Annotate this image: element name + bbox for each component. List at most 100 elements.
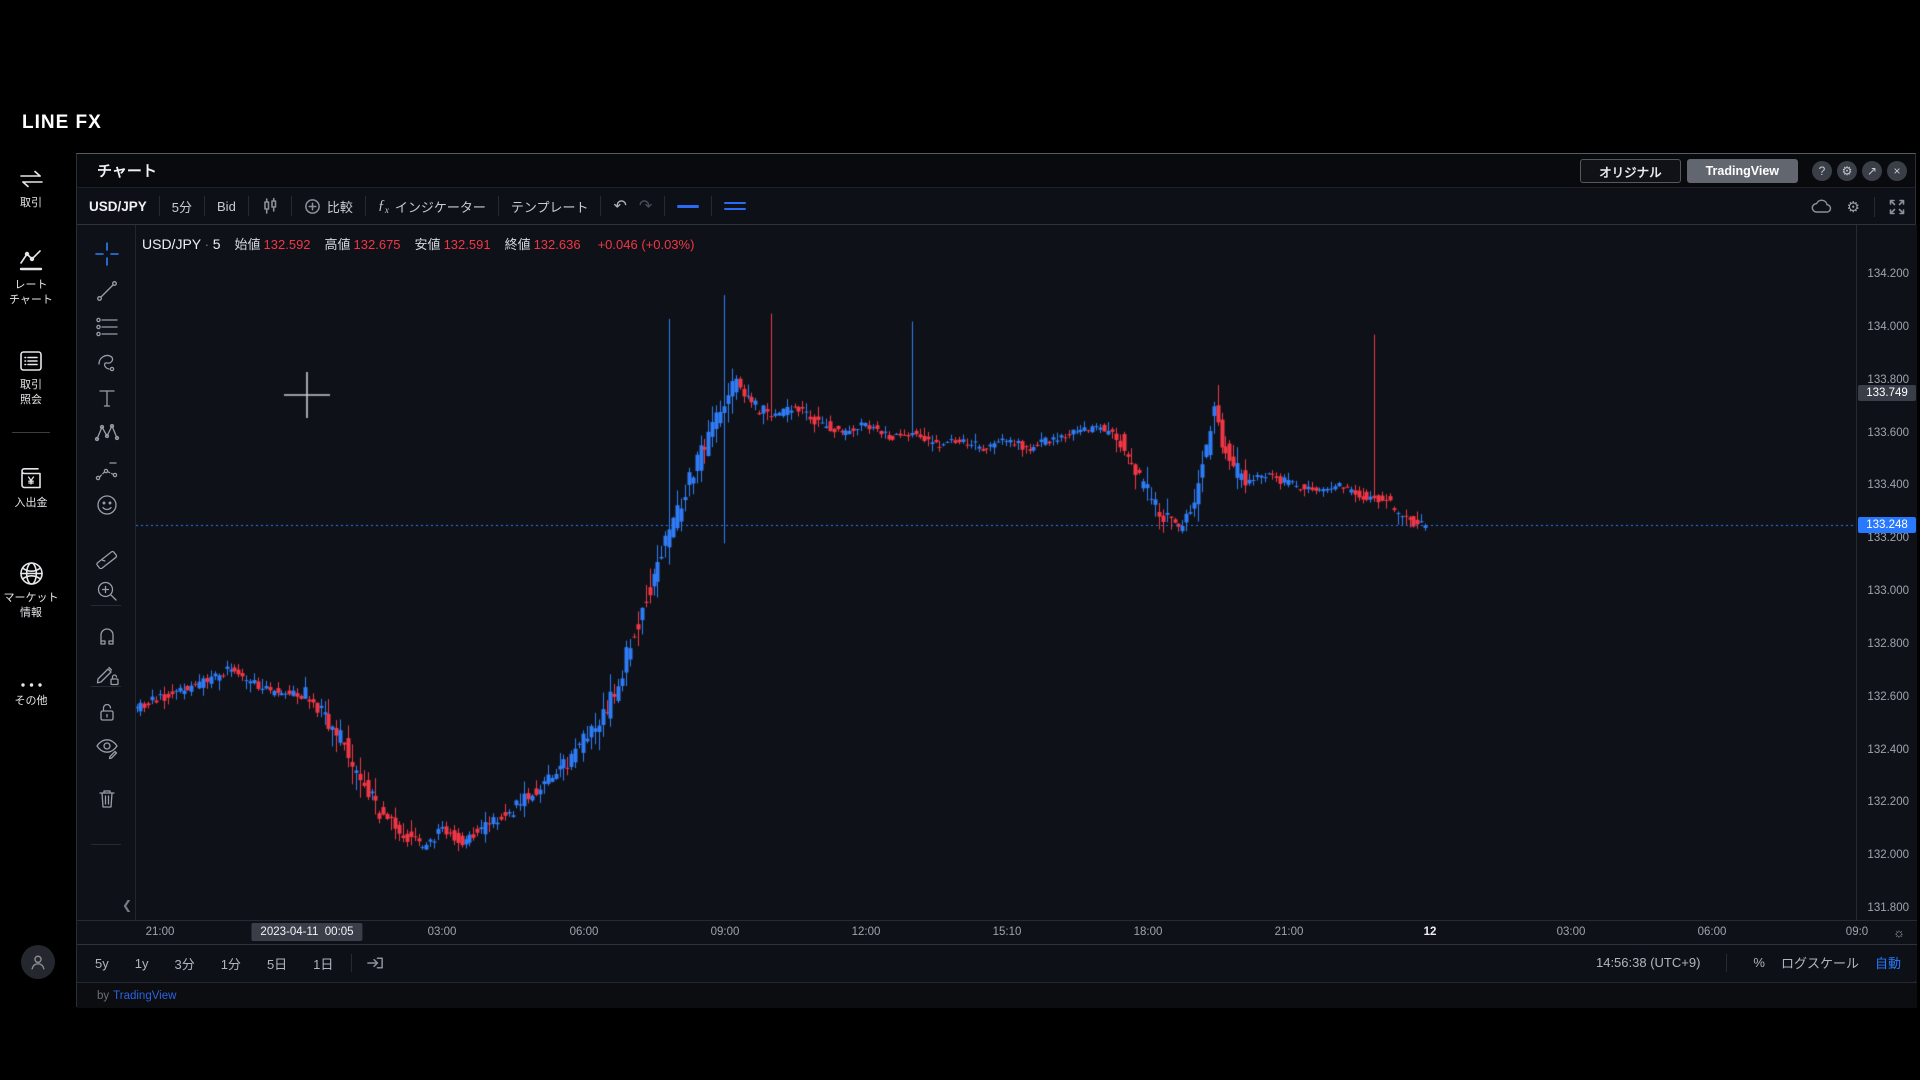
text-tool-icon[interactable]	[92, 383, 122, 413]
chart-settings-icon[interactable]: ⚙	[1847, 198, 1860, 216]
range-button-5y[interactable]: 5y	[87, 953, 117, 974]
candle-style-button[interactable]	[249, 188, 291, 224]
templates-button[interactable]: テンプレート	[499, 188, 601, 224]
redo-button[interactable]: ↷	[639, 188, 664, 224]
cloud-icon[interactable]	[1811, 199, 1833, 215]
price-tick-label: 131.800	[1867, 902, 1909, 914]
legend-low: 安値132.591	[415, 234, 491, 253]
fullscreen-icon[interactable]	[1889, 199, 1905, 215]
price-tick-label: 132.200	[1867, 796, 1909, 808]
ruler-tool-icon[interactable]	[92, 541, 122, 571]
undo-button[interactable]: ↶	[601, 188, 638, 224]
ellipsis-icon	[18, 680, 45, 690]
time-tick-label: 09:00	[711, 926, 740, 938]
sidebar-item-label: 取引	[0, 378, 62, 393]
price-tick-label: 133.200	[1867, 532, 1909, 544]
fx-icon: ƒx	[378, 198, 389, 215]
auto-scale-button[interactable]: 自動	[1875, 953, 1901, 972]
panel-title: チャート	[97, 160, 157, 181]
candlestick-canvas[interactable]	[136, 225, 1856, 920]
price-axis[interactable]: 134.200134.000133.800133.600133.400133.2…	[1856, 225, 1917, 920]
forecast-tool-icon[interactable]	[92, 456, 122, 486]
draw-lock-tool-icon[interactable]	[92, 659, 122, 689]
toolbar-separator	[91, 844, 121, 845]
user-avatar[interactable]	[21, 945, 55, 979]
price-tick-label: 133.000	[1867, 585, 1909, 597]
sidebar-item-others[interactable]: その他	[0, 680, 62, 709]
interval-button[interactable]: 5分	[160, 188, 204, 224]
time-tick-label: 18:00	[1134, 926, 1163, 938]
sidebar-item-label: 情報	[0, 606, 62, 621]
trend-line-tool-icon[interactable]	[92, 276, 122, 306]
double-line-icon	[724, 202, 746, 210]
percent-scale-button[interactable]: %	[1753, 955, 1765, 970]
zoom-in-tool-icon[interactable]	[92, 576, 122, 606]
parallel-lines-shortcut[interactable]	[712, 188, 758, 224]
crosshair-tool-icon[interactable]	[92, 239, 122, 269]
person-icon	[29, 953, 47, 971]
compare-button[interactable]: 比較	[292, 188, 365, 224]
popout-icon[interactable]: ↗	[1862, 161, 1882, 181]
time-tick-label: 06:00	[570, 926, 599, 938]
globe-icon	[18, 560, 45, 587]
legend-high: 高値132.675	[325, 234, 401, 253]
go-to-date-icon[interactable]	[366, 955, 385, 971]
crosshair-date-badge: 2023-04-11 00:05	[251, 923, 362, 941]
range-button-5日[interactable]: 5日	[259, 951, 295, 976]
time-tick-label: 03:00	[1557, 926, 1586, 938]
sidebar-item-deposit[interactable]: 入出金	[0, 466, 62, 511]
price-tick-label: 134.000	[1867, 321, 1909, 333]
original-view-button[interactable]: オリジナル	[1580, 159, 1681, 183]
range-button-1分[interactable]: 1分	[213, 951, 249, 976]
range-button-1y[interactable]: 1y	[127, 953, 157, 974]
close-icon[interactable]: ×	[1887, 161, 1907, 181]
price-type-button[interactable]: Bid	[205, 188, 248, 224]
collapse-chevron-icon[interactable]: ❮	[122, 898, 132, 912]
lock-all-tool-icon[interactable]	[92, 697, 122, 727]
price-tick-label: 132.000	[1867, 849, 1909, 861]
panel-header: チャート オリジナル TradingView ?⚙↗×	[77, 154, 1915, 188]
chart-toolbar: USD/JPY 5分 Bid 比較 ƒx インジケーター テンプレート ↶ ↷	[77, 188, 1915, 225]
transfer-arrows-icon	[18, 168, 45, 192]
settings-icon[interactable]: ⚙	[1837, 161, 1857, 181]
price-tick-label: 133.800	[1867, 374, 1909, 386]
help-icon[interactable]: ?	[1812, 161, 1832, 181]
hide-drawings-tool-icon[interactable]	[92, 733, 122, 763]
time-tick-label: 12:00	[852, 926, 881, 938]
sidebar-item-trade[interactable]: 取引	[0, 168, 62, 211]
xabcd-pattern-tool-icon[interactable]	[92, 418, 122, 448]
price-tick-label: 132.600	[1867, 691, 1909, 703]
brightness-icon[interactable]: ☼	[1893, 925, 1905, 940]
line-chart-icon	[18, 248, 45, 274]
sidebar-item-label: 入出金	[0, 496, 62, 511]
sidebar-item-trade-inquiry[interactable]: 取引照会	[0, 348, 62, 408]
sidebar-item-label: その他	[0, 694, 62, 709]
chart-panel: チャート オリジナル TradingView ?⚙↗× USD/JPY 5分 B…	[76, 153, 1916, 1007]
sidebar-item-market-info[interactable]: マーケット情報	[0, 560, 62, 621]
range-button-3分[interactable]: 3分	[166, 951, 202, 976]
log-scale-button[interactable]: ログスケール	[1781, 953, 1859, 972]
tradingview-view-button[interactable]: TradingView	[1687, 159, 1798, 183]
horizontal-line-shortcut[interactable]	[665, 188, 711, 224]
indicators-button[interactable]: ƒx インジケーター	[366, 188, 498, 224]
horizontal-line-icon	[677, 205, 699, 208]
price-tick-label: 133.600	[1867, 427, 1909, 439]
brush-tool-icon[interactable]	[92, 347, 122, 377]
order-list-icon	[18, 348, 44, 374]
trash-tool-icon[interactable]	[92, 783, 122, 813]
time-tick-label: 15:10	[993, 926, 1022, 938]
range-button-1日[interactable]: 1日	[305, 951, 341, 976]
clock-label: 14:56:38 (UTC+9)	[1596, 955, 1700, 970]
symbol-button[interactable]: USD/JPY	[77, 188, 159, 224]
time-axis[interactable]: ☼ 21:0003:0006:0009:0012:0015:1018:0021:…	[77, 920, 1917, 944]
chart-plot-area[interactable]: TV	[136, 225, 1856, 920]
legend-change: +0.046 (+0.03%)	[598, 237, 695, 252]
time-tick-label: 21:00	[1275, 926, 1304, 938]
axis-settings-group: 14:56:38 (UTC+9) % ログスケール 自動	[1596, 944, 1901, 981]
fib-retracement-tool-icon[interactable]	[92, 312, 122, 342]
magnet-tool-icon[interactable]	[92, 624, 122, 654]
time-tick-label: 06:00	[1698, 926, 1727, 938]
tradingview-link[interactable]: TradingView	[113, 990, 176, 1002]
sidebar-item-rate-chart[interactable]: レートチャート	[0, 248, 62, 308]
emoji-tool-icon[interactable]	[92, 490, 122, 520]
